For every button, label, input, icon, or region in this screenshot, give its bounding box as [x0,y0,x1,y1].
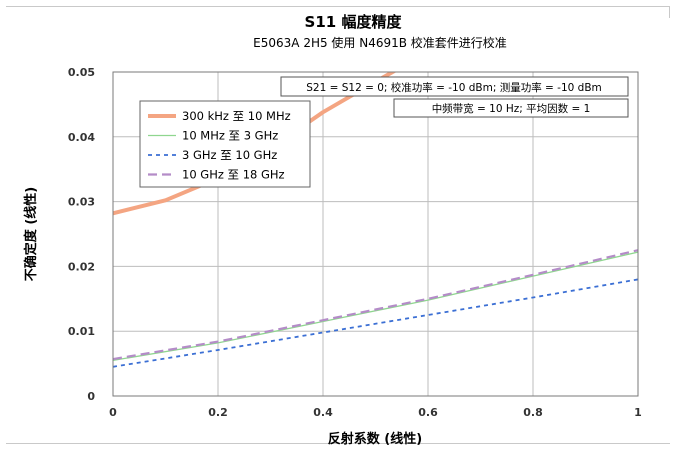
y-tick-label: 0.01 [68,325,95,338]
y-tick-label: 0.02 [68,260,95,273]
legend-items: 300 kHz 至 10 MHz 10 MHz 至 3 GHz 3 GHz 至 10… [148,109,291,182]
legend-label-3: 3 GHz 至 10 GHz [182,148,277,162]
frame-right-line [669,6,670,18]
series-line-4 [113,249,638,361]
legend-label-2: 10 MHz 至 3 GHz [182,129,278,143]
x-tick-label: 1 [634,406,642,419]
x-tick-label: 0.8 [523,406,543,419]
frame-top-line [6,6,670,7]
annotation-text-2: 中频带宽 = 10 Hz; 平均因数 = 1 [432,102,591,115]
x-tick-label: 0.6 [418,406,438,419]
y-tick-label: 0 [87,390,95,403]
legend-label-1: 300 kHz 至 10 MHz [182,109,291,123]
annotation-box-1: S21 = S12 = 0; 校准功率 = -10 dBm; 测量功率 = -1… [280,76,629,97]
x-tick-label: 0.4 [313,406,333,419]
y-tick-label: 0.04 [68,131,95,144]
y-axis-label: 不确定度 (线性) [23,187,39,281]
legend: 300 kHz 至 10 MHz 10 MHz 至 3 GHz 3 GHz 至 10… [139,100,311,188]
annotation-text-1: S21 = S12 = 0; 校准功率 = -10 dBm; 测量功率 = -1… [306,81,602,94]
frame-bottom-line [6,443,670,444]
series-line-2 [113,251,638,362]
y-tick-label: 0.03 [68,196,95,209]
plot-area-border [112,71,639,397]
chart-subtitle: E5063A 2H5 使用 N4691B 校准套件进行校准 [253,35,507,50]
annotation-box-2: 中频带宽 = 10 Hz; 平均因数 = 1 [393,98,629,118]
x-tick-label: 0.2 [208,406,228,419]
x-tick-label: 0 [109,406,117,419]
ticks-layer: 0 0.2 0.4 0.6 0.8 1 0 0.01 0.02 0.03 0.04 0.05 [68,66,642,419]
chart-title: S11 幅度精度 [305,13,403,31]
y-tick-label: 0.05 [68,66,95,79]
series-line-3 [113,278,638,368]
x-axis-label: 反射系数 (线性) [328,431,422,447]
legend-label-4: 10 GHz 至 18 GHz [182,168,285,182]
